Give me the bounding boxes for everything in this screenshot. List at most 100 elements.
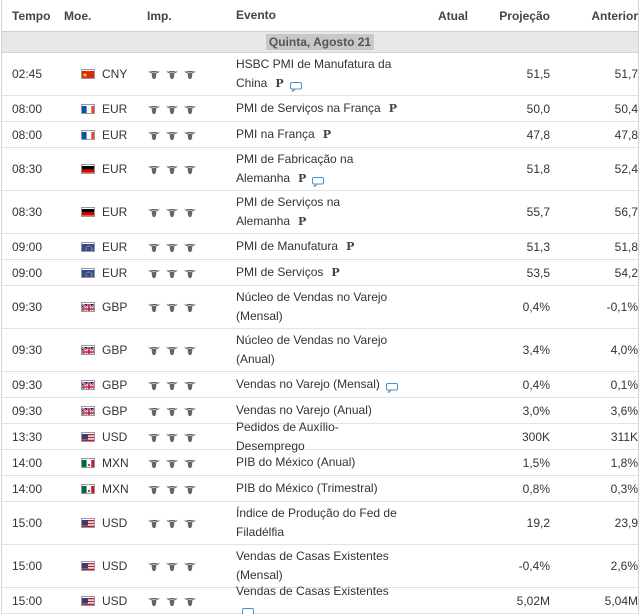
- eu-flag-icon: [81, 267, 95, 278]
- currency-cell: EUR: [58, 240, 127, 254]
- event-time: 09:00: [12, 239, 43, 254]
- event-name-link[interactable]: PIB do México (Anual): [236, 455, 356, 469]
- importance-rating: [122, 595, 211, 607]
- currency-cell: EUR: [58, 128, 127, 142]
- currency-cell: GBP: [58, 378, 127, 392]
- event-row[interactable]: 08:30 EUR PMI de Fabricação na Alemanha P 51…: [2, 148, 638, 191]
- importance-rating: [122, 206, 211, 218]
- bull-icon: [165, 431, 179, 443]
- currency-cell: EUR: [58, 102, 127, 116]
- header-time[interactable]: Tempo: [12, 8, 51, 23]
- header-importance[interactable]: Imp.: [147, 8, 172, 23]
- event-row[interactable]: 08:00 EUR PMI na França P 47,8 47,8: [2, 122, 638, 148]
- event-row[interactable]: 09:30 GBP Núcleo de Vendas no Varejo (Mens…: [2, 286, 638, 329]
- comment-bubble-icon[interactable]: [385, 380, 398, 394]
- event-name-link[interactable]: PMI na França: [236, 127, 315, 141]
- event-name-link[interactable]: PIB do México (Trimestral): [236, 481, 378, 495]
- event-name-link[interactable]: Vendas de Casas Existentes (Mensal): [236, 549, 389, 582]
- header-event[interactable]: Evento: [236, 8, 277, 22]
- event-row[interactable]: 08:00 EUR PMI de Serviços na França P 50,0 50…: [2, 96, 638, 122]
- event-row[interactable]: 13:30 USD Pedidos de Auxílio-Desemprego 300…: [2, 420, 638, 453]
- event-name-link[interactable]: PMI de Serviços na França: [236, 101, 381, 115]
- event-name-link[interactable]: PMI de Fabricação na Alemanha: [236, 152, 354, 185]
- bull-icon: [183, 68, 197, 80]
- comment-bubble-icon[interactable]: [312, 174, 325, 188]
- importance-rating: [122, 431, 211, 443]
- event-name-link[interactable]: Núcleo de Vendas no Varejo (Mensal): [236, 290, 388, 323]
- event-row[interactable]: 14:00 MXN PIB do México (Trimestral) 0,8% 0,…: [2, 476, 638, 502]
- event-name-link[interactable]: PMI de Serviços: [236, 265, 324, 279]
- event-time: 15:00: [12, 593, 43, 608]
- previous-value: 0,3%: [610, 481, 638, 496]
- event-row[interactable]: 09:00 EUR PMI de Serviços P 53,5 54,2: [2, 260, 638, 286]
- event-row[interactable]: 02:45 CNY HSBC PMI de Manufatura da China P…: [2, 53, 638, 96]
- calendar-header: Tempo Moe. Imp. Evento Atual Projeção An…: [2, 0, 638, 32]
- bull-icon: [165, 301, 179, 313]
- event-row[interactable]: 14:00 MXN PIB do México (Anual) 1,5% 1,8%: [2, 450, 638, 476]
- bull-icon: [147, 301, 161, 313]
- importance-rating: [122, 301, 211, 313]
- bull-icon: [183, 595, 197, 607]
- event-name-link[interactable]: PMI de Manufatura: [236, 239, 339, 253]
- forecast-value: 0,8%: [522, 481, 550, 496]
- bull-icon: [147, 344, 161, 356]
- event-cell: PIB do México (Trimestral): [211, 479, 400, 498]
- event-row[interactable]: 09:30 GBP Vendas no Varejo (Mensal) 0,4% 0,1…: [2, 372, 638, 398]
- currency-code: EUR: [102, 101, 128, 116]
- bull-icon: [165, 241, 179, 253]
- event-time: 08:30: [12, 162, 43, 176]
- bull-icon: [147, 483, 161, 495]
- bull-icon: [183, 129, 197, 141]
- header-forecast[interactable]: Projeção: [499, 8, 550, 23]
- bull-icon: [183, 405, 197, 417]
- header-currency[interactable]: Moe.: [64, 8, 92, 23]
- bull-icon: [165, 560, 179, 572]
- currency-cell: GBP: [58, 343, 127, 357]
- event-cell: PMI de Serviços na Alemanha P: [211, 193, 400, 231]
- comment-bubble-icon[interactable]: [242, 605, 254, 614]
- event-row[interactable]: 09:30 GBP Núcleo de Vendas no Varejo (Anua…: [2, 329, 638, 372]
- currency-cell: EUR: [58, 205, 127, 219]
- event-name-link[interactable]: Índice de Produção do Fed de Filadélfia: [236, 506, 397, 539]
- event-name-link[interactable]: Vendas de Casas Existentes: [236, 583, 389, 598]
- currency-code: USD: [102, 516, 128, 530]
- event-row[interactable]: 15:00 USD Vendas de Casas Existentes 5,02M 5…: [2, 584, 638, 614]
- forecast-value: 53,5: [526, 265, 550, 280]
- preliminary-marker: P: [346, 240, 355, 253]
- currency-code: GBP: [102, 403, 128, 418]
- currency-cell: USD: [58, 594, 127, 608]
- de-flag-icon: [81, 207, 95, 217]
- bull-icon: [147, 103, 161, 115]
- gb-flag-icon: [81, 345, 95, 355]
- event-row[interactable]: 08:30 EUR PMI de Serviços na Alemanha P 55,7…: [2, 191, 638, 234]
- header-actual[interactable]: Atual: [438, 8, 468, 23]
- header-previous[interactable]: Anterior: [591, 8, 638, 23]
- comment-bubble-icon[interactable]: [289, 79, 302, 93]
- event-name-link[interactable]: PMI de Serviços na Alemanha: [236, 195, 341, 228]
- event-name-link[interactable]: Pedidos de Auxílio-Desemprego: [236, 419, 339, 453]
- cn-flag-icon: [81, 69, 95, 79]
- event-row[interactable]: 09:30 GBP Vendas no Varejo (Anual) 3,0% 3,6%: [2, 398, 638, 424]
- event-cell: PMI na França P: [211, 125, 400, 144]
- bull-icon: [183, 457, 197, 469]
- event-name-link[interactable]: Vendas no Varejo (Anual): [236, 403, 372, 417]
- currency-cell: CNY: [58, 67, 127, 81]
- currency-code: GBP: [102, 300, 128, 314]
- event-cell: Pedidos de Auxílio-Desemprego: [211, 418, 400, 456]
- event-row[interactable]: 15:00 USD Índice de Produção do Fed de Fil…: [2, 502, 638, 545]
- bull-icon: [183, 267, 197, 279]
- gb-flag-icon: [81, 405, 95, 416]
- event-row[interactable]: 09:00 EUR PMI de Manufatura P 51,3 51,8: [2, 234, 638, 260]
- bull-icon: [165, 379, 179, 391]
- event-name-link[interactable]: Vendas no Varejo (Mensal): [236, 377, 380, 391]
- bull-icon: [165, 457, 179, 469]
- previous-value: 2,6%: [610, 559, 638, 573]
- event-row[interactable]: 15:00 USD Vendas de Casas Existentes (Mens…: [2, 545, 638, 588]
- forecast-value: 300K: [521, 429, 550, 444]
- bull-icon: [147, 241, 161, 253]
- preliminary-marker: P: [298, 172, 307, 185]
- event-time: 08:00: [12, 127, 43, 142]
- event-name-link[interactable]: HSBC PMI de Manufatura da China: [236, 57, 392, 90]
- event-name-link[interactable]: Núcleo de Vendas no Varejo (Anual): [236, 333, 388, 366]
- forecast-value: 47,8: [526, 127, 550, 142]
